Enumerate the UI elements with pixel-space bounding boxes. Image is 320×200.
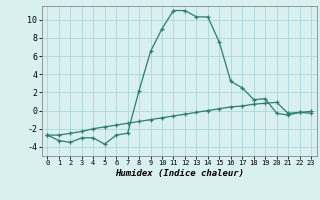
X-axis label: Humidex (Indice chaleur): Humidex (Indice chaleur) [115,169,244,178]
